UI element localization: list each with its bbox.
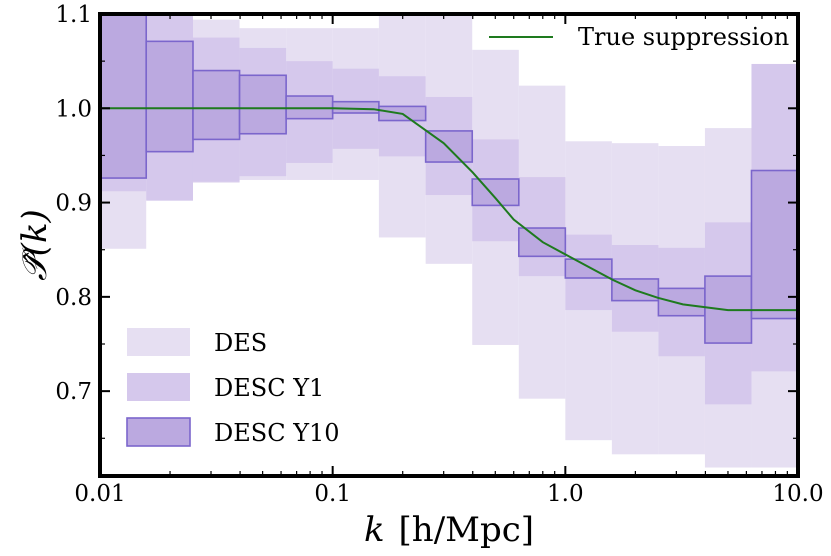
x-tick-label: 10.0 <box>772 481 823 507</box>
band-bin <box>331 100 380 114</box>
legend-swatch <box>126 417 191 447</box>
legend-lower-left: DES DESC Y1 DESC Y10 <box>126 328 340 447</box>
legend-label: True suppression <box>578 23 789 51</box>
y-axis-label: 𝒫̂(k) <box>15 209 55 281</box>
x-tick-label: 0.1 <box>314 481 351 507</box>
y-tick-label: 0.8 <box>55 285 92 311</box>
axis-ticks: 0.01 0.1 1.0 10.0 0.7 0.8 0.9 1.0 1.1 <box>55 2 823 507</box>
plot-frame <box>98 12 800 478</box>
y-tick-label: 0.9 <box>55 191 92 217</box>
x-tick-label: 0.01 <box>74 481 125 507</box>
band-bin <box>518 177 566 277</box>
true-suppression-layer <box>100 107 798 312</box>
x-tick-label: 1.0 <box>547 481 584 507</box>
band-bin <box>471 178 520 207</box>
band-bin <box>192 69 241 141</box>
legend-swatch <box>127 373 190 401</box>
band-bin <box>145 40 194 153</box>
true-suppression-line <box>100 107 798 312</box>
uncertainty-bands <box>100 14 798 468</box>
legend-swatch <box>127 328 190 356</box>
band-bin <box>238 74 287 135</box>
legend-label: DESC Y1 <box>214 374 324 402</box>
band-bin <box>657 287 706 317</box>
legend-label: DESC Y10 <box>214 419 340 447</box>
band-bin <box>750 169 798 320</box>
y-tick-label: 0.7 <box>55 379 92 405</box>
band-bin <box>100 14 148 179</box>
y-tick-label: 1.1 <box>55 2 92 28</box>
x-axis-label: k [h/Mpc] <box>364 510 534 550</box>
legend-upper-right: True suppression <box>489 23 789 51</box>
band-series-desc-y10 <box>100 14 798 344</box>
legend-label: DES <box>214 329 267 357</box>
y-tick-label: 1.0 <box>55 96 92 122</box>
